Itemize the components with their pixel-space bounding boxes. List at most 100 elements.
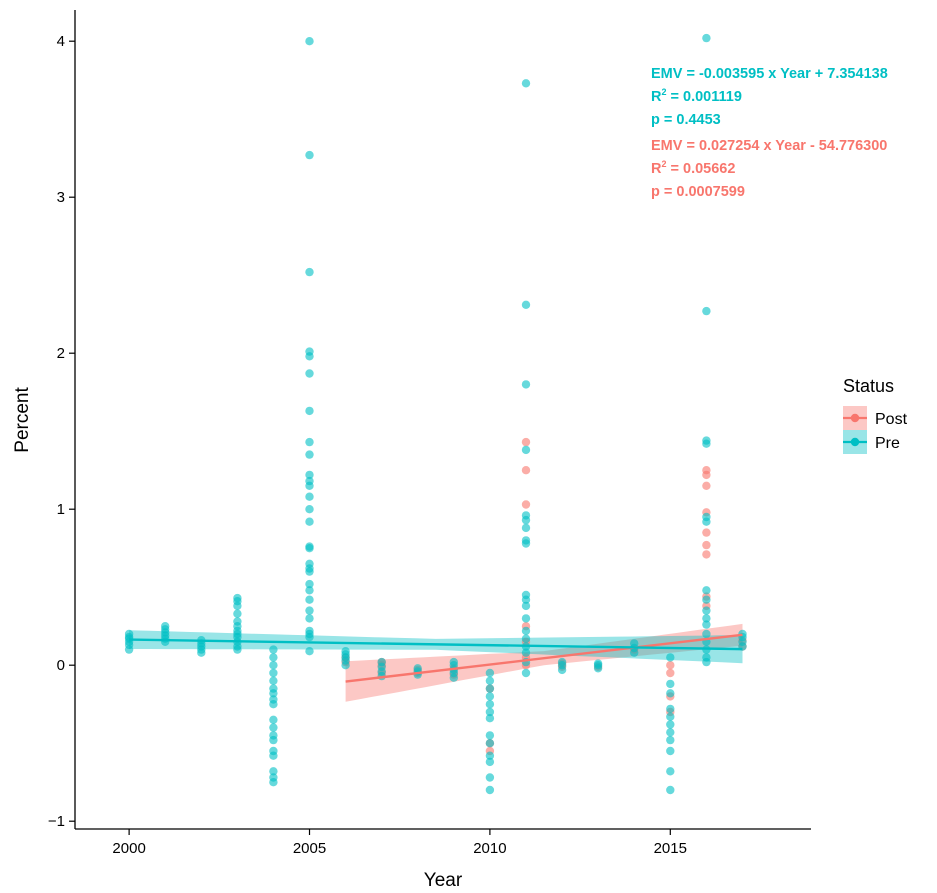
pre-p-value-label: p = 0.4453	[651, 112, 721, 128]
post-data-point	[521, 437, 531, 447]
y-tick-label: 4	[57, 33, 65, 50]
pre-data-point	[305, 559, 314, 568]
y-tick-label: 3	[57, 189, 65, 206]
pre-data-point	[666, 679, 675, 689]
pre-data-point	[305, 647, 314, 656]
pre-data-point	[449, 657, 458, 667]
y-tick-label: 0	[57, 657, 65, 674]
pre-fit-line	[129, 638, 743, 651]
post-data-point	[521, 500, 531, 509]
y-axis-title: Percent	[12, 387, 33, 453]
post-data-point	[666, 668, 675, 678]
pre-data-point	[521, 79, 531, 88]
pre-data-point	[269, 723, 278, 732]
pre-data-point	[557, 657, 567, 667]
pre-data-point	[305, 517, 314, 526]
pre-data-point	[666, 735, 675, 745]
pre-data-point	[521, 601, 531, 611]
pre-data-point	[666, 689, 675, 698]
pre-data-point	[630, 639, 639, 648]
pre-data-point	[305, 505, 314, 514]
pre-data-point	[702, 306, 711, 316]
pre-data-point	[305, 586, 314, 595]
x-axis-ticks: 2000 2005 2010 2015	[112, 829, 687, 857]
x-tick-label: 2000	[112, 840, 145, 857]
pre-data-point	[269, 695, 278, 704]
pre-data-point	[269, 731, 278, 740]
pre-data-point	[702, 620, 711, 629]
pre-data-point	[485, 714, 495, 723]
legend-key-point	[850, 437, 860, 447]
pre-data-point	[269, 661, 278, 670]
pre-confidence-band	[129, 630, 743, 664]
pre-data-point	[269, 668, 278, 678]
legend-title: Status	[843, 376, 894, 396]
pre-data-point	[521, 626, 531, 636]
pre-data-point	[377, 657, 386, 667]
pre-data-point	[521, 536, 531, 545]
y-axis-ticks: −1 0 1 2 3 4	[48, 33, 75, 830]
pre-data-point	[666, 653, 675, 662]
legend: Status Post Pre	[843, 376, 908, 454]
pre-data-point	[485, 668, 495, 678]
pre-data-point	[485, 700, 495, 709]
confidence-ribbons	[129, 623, 743, 702]
x-axis-title: Year	[424, 870, 463, 891]
pre-data-point	[269, 684, 278, 693]
pre-data-point	[666, 728, 675, 737]
post-data-point	[702, 481, 711, 490]
pre-data-point	[485, 692, 495, 701]
pre-data-point	[305, 267, 314, 277]
legend-label: Pre	[875, 435, 900, 452]
pre-data-point	[413, 664, 422, 673]
pre-data-point	[269, 676, 278, 685]
pre-data-point	[521, 668, 531, 678]
pre-data-point	[269, 767, 278, 776]
pre-data-point	[666, 746, 675, 756]
pre-data-point	[269, 773, 278, 782]
pre-data-point	[485, 707, 495, 717]
fit-lines	[129, 633, 743, 683]
pre-data-point	[485, 676, 495, 685]
y-tick-label: 2	[57, 345, 65, 362]
pre-data-point	[702, 653, 711, 662]
pre-data-point	[485, 731, 495, 740]
pre-data-point	[485, 785, 495, 795]
post-data-point	[702, 466, 711, 475]
post-confidence-band	[345, 623, 743, 702]
pre-data-point	[485, 684, 495, 693]
pre-data-point	[521, 634, 531, 643]
post-data-point	[521, 466, 531, 475]
y-tick-label: 1	[57, 501, 65, 518]
pre-data-point	[702, 512, 711, 522]
pre-data-point	[702, 614, 711, 623]
pre-data-point	[521, 614, 531, 623]
legend-key-point	[850, 413, 860, 423]
pre-data-point	[666, 720, 675, 729]
x-tick-label: 2010	[473, 840, 506, 857]
pre-data-point	[305, 579, 314, 589]
pre-data-point	[233, 593, 242, 603]
pre-data-point	[305, 606, 314, 615]
pre-data-point	[269, 653, 278, 662]
post-equation-label: EMV = 0.027254 x Year - 54.776300	[651, 138, 887, 154]
pre-data-point	[485, 773, 495, 782]
data-points	[124, 33, 747, 795]
post-fit-line	[345, 633, 743, 683]
pre-data-point	[305, 37, 314, 46]
pre-data-point	[161, 622, 170, 631]
pre-data-point	[485, 757, 495, 767]
pre-data-point	[305, 347, 314, 356]
pre-data-point	[666, 767, 675, 776]
post-r-squared-label: R2 = 0.05662	[651, 159, 735, 177]
pre-equation-label: EMV = -0.003595 x Year + 7.354138	[651, 66, 888, 82]
legend-label: Post	[875, 411, 908, 428]
pre-data-point	[702, 586, 711, 595]
pre-regression-annotation: EMV = -0.003595 x Year + 7.354138 R2 = 0…	[651, 66, 888, 128]
pre-data-point	[521, 648, 531, 657]
pre-data-point	[521, 380, 531, 389]
post-data-point	[666, 661, 675, 670]
post-regression-annotation: EMV = 0.027254 x Year - 54.776300 R2 = 0…	[651, 138, 887, 200]
pre-data-point	[305, 437, 314, 447]
